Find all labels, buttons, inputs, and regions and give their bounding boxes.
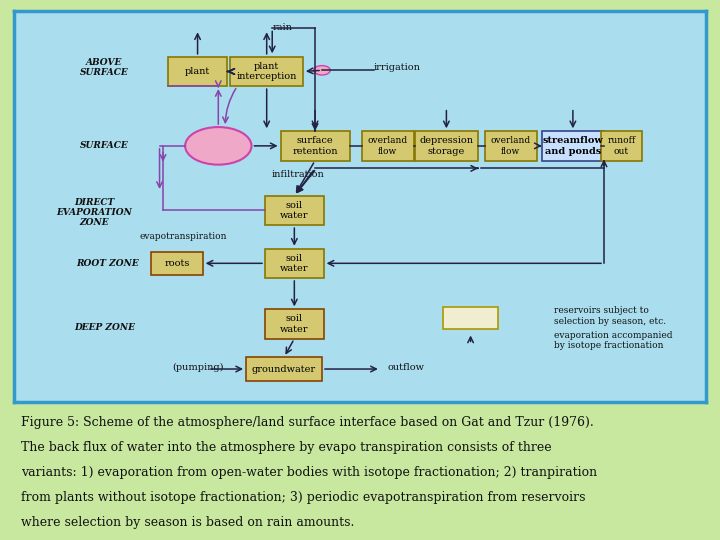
Text: rain: rain [272, 23, 292, 32]
Text: runoff
out: runoff out [607, 136, 635, 156]
Text: soil
water: soil water [280, 314, 309, 334]
Text: evapotranspiration: evapotranspiration [140, 232, 228, 241]
Text: variants: 1) evaporation from open-water bodies with isotope fractionation; 2) t: variants: 1) evaporation from open-water… [22, 465, 598, 479]
Text: streamflow
and ponds: streamflow and ponds [542, 136, 603, 156]
Circle shape [314, 65, 330, 75]
FancyBboxPatch shape [600, 131, 642, 160]
Text: groundwater: groundwater [252, 364, 316, 374]
Text: (pumping): (pumping) [172, 363, 223, 373]
Text: surface
retention: surface retention [292, 136, 338, 156]
Text: DIRECT
EVAPORATION
ZONE: DIRECT EVAPORATION ZONE [56, 198, 132, 227]
FancyBboxPatch shape [265, 248, 324, 278]
FancyBboxPatch shape [281, 131, 350, 160]
Text: reservoirs subject to
selection by season, etc.: reservoirs subject to selection by seaso… [554, 307, 666, 326]
FancyBboxPatch shape [541, 131, 604, 160]
Text: infiltration: infiltration [271, 170, 324, 179]
Text: overland
flow: overland flow [490, 136, 531, 156]
Text: from plants without isotope fractionation; 3) periodic evapotranspiration from r: from plants without isotope fractionatio… [22, 491, 586, 504]
Text: overland
flow: overland flow [368, 136, 408, 156]
Text: outflow: outflow [387, 363, 425, 373]
Text: ROOT ZONE: ROOT ZONE [76, 259, 139, 268]
Text: ABOVE
SURFACE: ABOVE SURFACE [80, 58, 129, 77]
Text: SURFACE: SURFACE [80, 141, 129, 150]
Text: plant: plant [185, 67, 210, 76]
Text: depression
storage: depression storage [419, 136, 474, 156]
Circle shape [185, 127, 251, 165]
Text: DEEP ZONE: DEEP ZONE [73, 323, 135, 333]
FancyBboxPatch shape [443, 307, 498, 329]
FancyBboxPatch shape [265, 309, 324, 339]
Text: where selection by season is based on rain amounts.: where selection by season is based on ra… [22, 516, 355, 529]
FancyBboxPatch shape [151, 252, 203, 275]
Text: evaporation accompanied
by isotope fractionation: evaporation accompanied by isotope fract… [554, 330, 672, 350]
Text: irrigation: irrigation [374, 63, 420, 72]
Text: roots: roots [164, 259, 189, 268]
Text: soil
water: soil water [280, 254, 309, 273]
FancyBboxPatch shape [168, 57, 227, 86]
FancyBboxPatch shape [265, 196, 324, 225]
Text: Figure 5: Scheme of the atmosphere/land surface interface based on Gat and Tzur : Figure 5: Scheme of the atmosphere/land … [22, 416, 594, 429]
FancyBboxPatch shape [230, 57, 303, 86]
FancyBboxPatch shape [246, 357, 322, 381]
Text: soil
water: soil water [280, 201, 309, 220]
FancyBboxPatch shape [485, 131, 536, 160]
Text: plant
interception: plant interception [236, 62, 297, 81]
Text: The back flux of water into the atmosphere by evapo transpiration consists of th: The back flux of water into the atmosphe… [22, 441, 552, 454]
FancyBboxPatch shape [415, 131, 477, 160]
FancyBboxPatch shape [361, 131, 413, 160]
